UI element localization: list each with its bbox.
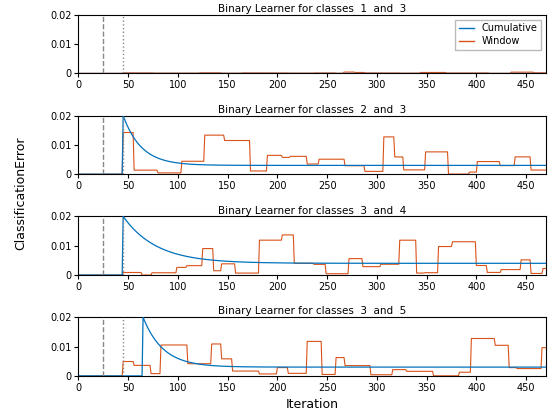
Legend: Cumulative, Window: Cumulative, Window (455, 20, 541, 50)
Title: Binary Learner for classes  1  and  3: Binary Learner for classes 1 and 3 (218, 4, 407, 14)
Title: Binary Learner for classes  3  and  5: Binary Learner for classes 3 and 5 (218, 307, 407, 317)
Title: Binary Learner for classes  2  and  3: Binary Learner for classes 2 and 3 (218, 105, 407, 115)
X-axis label: Iteration: Iteration (286, 399, 339, 412)
Title: Binary Learner for classes  3  and  4: Binary Learner for classes 3 and 4 (218, 206, 407, 215)
Text: ClassificationError: ClassificationError (14, 136, 27, 250)
